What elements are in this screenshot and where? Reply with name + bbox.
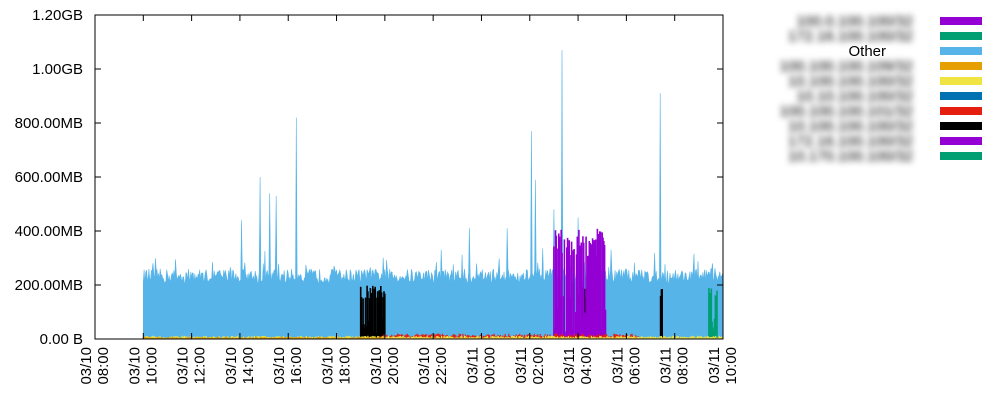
legend-label: 172.16.100.100/32 xyxy=(788,133,913,150)
x-tick-time: 04:00 xyxy=(578,347,595,385)
x-tick-time: 10:00 xyxy=(143,347,160,385)
y-tick-label: 1.20GB xyxy=(32,7,83,24)
legend-entry: 172.16.100.100/32 xyxy=(788,28,982,45)
legend-label: Other xyxy=(848,43,886,60)
legend-entry: 100.0.100.100/32 xyxy=(796,13,982,30)
x-tick-time: 18:00 xyxy=(337,347,354,385)
x-tick-time: 06:00 xyxy=(626,347,643,385)
x-tick-date: 03/10 xyxy=(78,347,95,385)
legend-swatch xyxy=(940,92,982,100)
x-tick-date: 03/11 xyxy=(706,347,723,383)
y-tick-label: 200.00MB xyxy=(15,277,83,294)
x-tick-time: 22:00 xyxy=(433,347,450,385)
legend-entry: 10.10.100.100/32 xyxy=(796,88,982,105)
x-tick-date: 03/11 xyxy=(609,347,626,383)
x-tick-label: 03/11 04:00 xyxy=(561,347,595,385)
legend-label: 10.10.100.100/32 xyxy=(796,88,913,105)
legend-entry: 10.170.100.100/32 xyxy=(788,148,982,165)
x-tick-label: 03/10 10:00 xyxy=(126,347,160,385)
legend-entry: 10.100.100.100/32 xyxy=(788,118,982,135)
x-tick-date: 03/10 xyxy=(223,347,240,385)
x-tick-label: 03/10 14:00 xyxy=(223,347,257,385)
legend-entry: 172.16.100.100/32 xyxy=(788,133,982,150)
legend-label: 10.100.100.100/32 xyxy=(788,118,913,135)
x-tick-date: 03/11 xyxy=(561,347,578,383)
legend-label: 100.100.100.101/32 xyxy=(780,103,913,120)
x-tick-label: 03/11 00:00 xyxy=(464,347,498,385)
x-tick-date: 03/11 xyxy=(658,347,675,383)
legend-label: 100.0.100.100/32 xyxy=(796,13,913,30)
x-tick-label: 03/10 12:00 xyxy=(175,347,209,385)
x-tick-date: 03/10 xyxy=(175,347,192,385)
series-1-burst-0 xyxy=(359,285,386,339)
x-tick-label: 03/10 20:00 xyxy=(368,347,402,385)
legend-swatch xyxy=(940,47,982,55)
x-axis: 03/10 08:00 03/10 10:00 03/10 12:00 03/10 14:00… xyxy=(78,15,740,385)
x-tick-date: 03/11 xyxy=(464,347,481,383)
x-tick-label: 03/11 08:00 xyxy=(658,347,692,385)
legend-swatch xyxy=(940,152,982,160)
x-tick-label: 03/10 18:00 xyxy=(320,347,354,385)
legend-swatch xyxy=(940,107,982,115)
legend-swatch xyxy=(940,17,982,25)
x-tick-time: 02:00 xyxy=(530,347,547,385)
legend-swatch xyxy=(940,62,982,70)
legend-label: 10.100.100.100/32 xyxy=(788,73,913,90)
y-tick-label: 800.00MB xyxy=(15,115,83,132)
y-tick-label: 600.00MB xyxy=(15,169,83,186)
x-tick-time: 20:00 xyxy=(385,347,402,385)
x-tick-label: 03/10 08:00 xyxy=(78,347,112,385)
legend-label: 172.16.100.100/32 xyxy=(788,28,913,45)
series-2-burst-0 xyxy=(553,228,608,339)
x-tick-label: 03/10 16:00 xyxy=(271,347,305,385)
legend-swatch xyxy=(940,32,982,40)
legend-entry: 100.100.100.109/32 xyxy=(780,58,982,75)
legend-swatch xyxy=(940,122,982,130)
x-tick-time: 16:00 xyxy=(288,347,305,385)
x-tick-date: 03/11 xyxy=(513,347,530,383)
y-tick-label: 1.00GB xyxy=(32,61,83,78)
x-tick-label: 03/11 02:00 xyxy=(513,347,547,385)
legend: 100.0.100.100/32172.16.100.100/32Other10… xyxy=(780,13,982,165)
x-tick-date: 03/10 xyxy=(126,347,143,385)
legend-label: 10.170.100.100/32 xyxy=(788,148,913,165)
legend-entry: 100.100.100.101/32 xyxy=(780,103,982,120)
x-tick-date: 03/10 xyxy=(320,347,337,385)
x-tick-label: 03/10 22:00 xyxy=(416,347,450,385)
x-tick-label: 03/11 06:00 xyxy=(609,347,643,385)
legend-entry: 10.100.100.100/32 xyxy=(788,73,982,90)
x-tick-date: 03/10 xyxy=(416,347,433,385)
series-1-burst-2 xyxy=(659,289,664,339)
series-layer xyxy=(142,50,724,340)
series-other-area xyxy=(143,50,724,340)
y-tick-label: 0.00 B xyxy=(40,331,83,348)
x-tick-time: 10:00 xyxy=(723,347,740,385)
x-tick-date: 03/10 xyxy=(368,347,385,385)
legend-swatch xyxy=(940,77,982,85)
x-tick-date: 03/10 xyxy=(271,347,288,385)
y-tick-label: 400.00MB xyxy=(15,223,83,240)
x-tick-time: 12:00 xyxy=(192,347,209,385)
x-tick-label: 03/11 10:00 xyxy=(706,347,740,385)
legend-entry: Other xyxy=(848,43,982,60)
legend-label: 100.100.100.109/32 xyxy=(780,58,913,75)
x-tick-time: 14:00 xyxy=(240,347,257,385)
legend-swatch xyxy=(940,137,982,145)
x-tick-time: 00:00 xyxy=(481,347,498,385)
x-tick-time: 08:00 xyxy=(675,347,692,385)
x-tick-time: 08:00 xyxy=(95,347,112,385)
y-axis: 0.00 B 200.00MB 400.00MB 600.00MB 800.00MB 1.… xyxy=(15,7,723,348)
